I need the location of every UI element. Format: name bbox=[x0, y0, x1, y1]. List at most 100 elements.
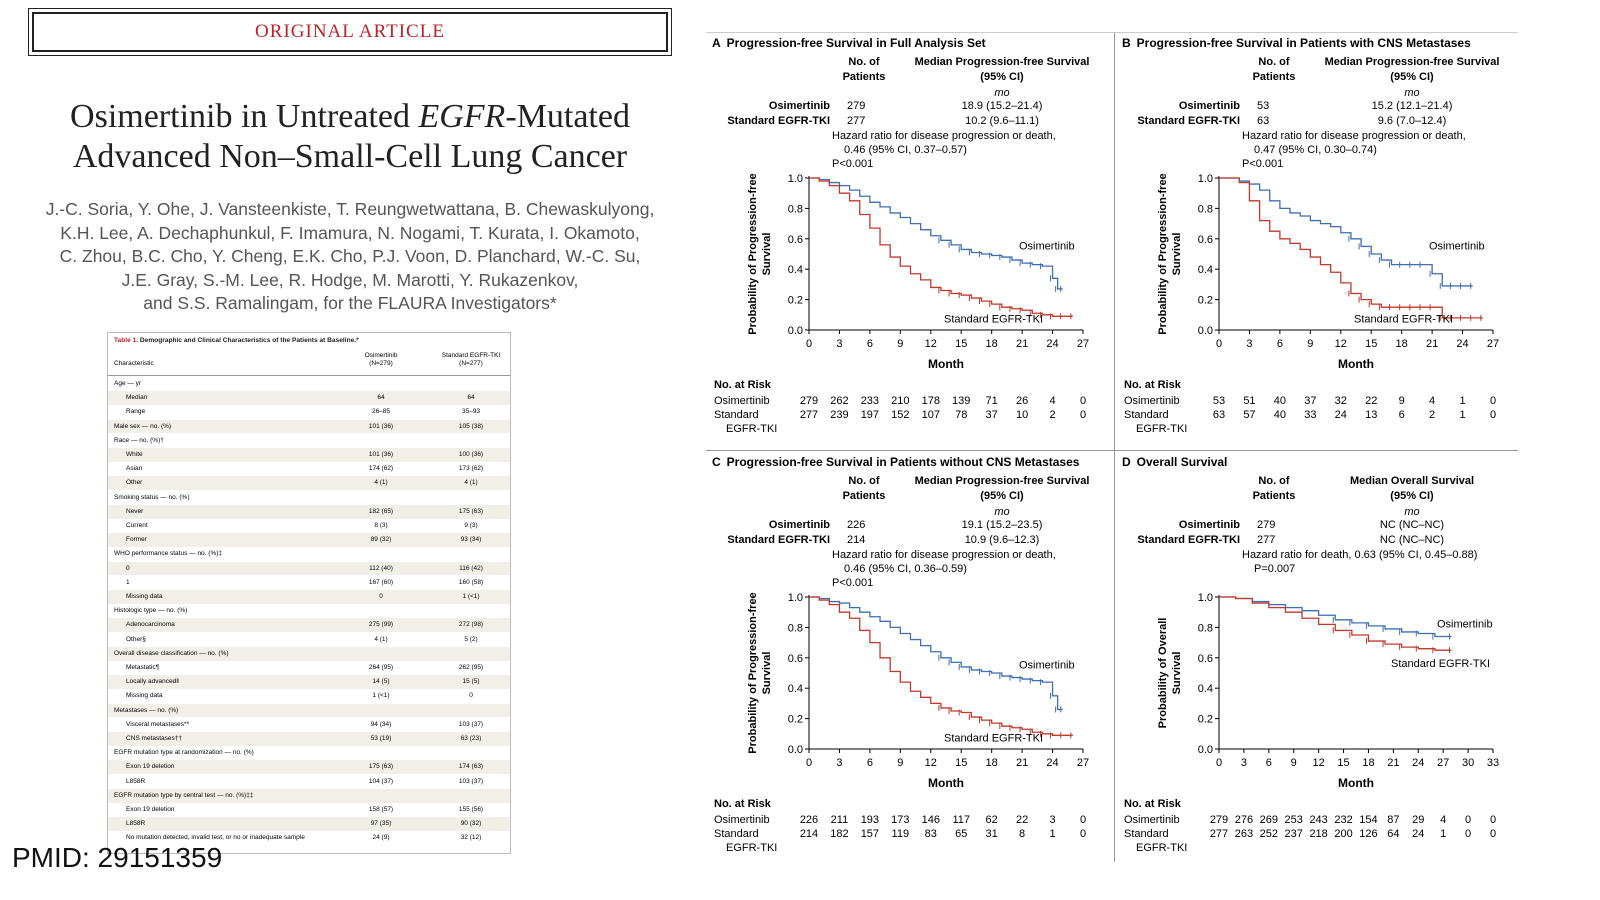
y-tick-label: 0.8 bbox=[1198, 622, 1213, 634]
risk-value: 178 bbox=[921, 395, 940, 407]
risk-value: 0 bbox=[1465, 814, 1472, 826]
table-row: L858R 104 (37) 103 (37) bbox=[108, 775, 510, 789]
panel-letter: B bbox=[1122, 36, 1131, 50]
panel-divider-horizontal bbox=[706, 450, 1518, 451]
table-cell: Asian bbox=[126, 465, 143, 473]
table-cell: 100 (36) bbox=[458, 451, 484, 458]
table-cell: 26–85 bbox=[371, 408, 391, 416]
table-cell: 90 (32) bbox=[460, 820, 482, 828]
risk-value: 40 bbox=[1273, 409, 1286, 421]
group-n: 53 bbox=[1257, 100, 1270, 112]
y-tick-label: 0.8 bbox=[788, 622, 803, 634]
table-row: Never 182 (65) 175 (63) bbox=[108, 504, 510, 519]
x-tick-label: 24 bbox=[1046, 338, 1058, 350]
risk-value: 51 bbox=[1243, 395, 1256, 407]
risk-value: 57 bbox=[1243, 409, 1256, 421]
curve-label-standard: Standard EGFR-TKI bbox=[944, 313, 1043, 325]
table-cell: 0 bbox=[379, 593, 383, 600]
group-n: 279 bbox=[1257, 519, 1276, 531]
table-row: Other 4 (1) 4 (1) bbox=[108, 476, 510, 491]
risk-value: 218 bbox=[1309, 828, 1328, 840]
table-row: Missing data 1 (<1) 0 bbox=[108, 689, 510, 703]
risk-value: 78 bbox=[955, 409, 968, 421]
table-cell: 160 (58) bbox=[458, 578, 484, 586]
table-cell: 264 (95) bbox=[368, 664, 394, 671]
x-tick-label: 21 bbox=[1387, 757, 1399, 769]
group-n: 277 bbox=[1257, 534, 1276, 546]
y-axis-label: Survival bbox=[1171, 652, 1183, 695]
risk-row-label: Standard bbox=[1124, 828, 1169, 840]
x-tick-label: 24 bbox=[1046, 757, 1058, 769]
y-tick-label: 0.2 bbox=[788, 714, 803, 726]
x-tick-label: 30 bbox=[1462, 757, 1474, 769]
panel-title: C Progression-free Survival in Patients w… bbox=[712, 455, 1085, 469]
y-axis-label: Probability of Progression-free bbox=[747, 592, 759, 753]
y-tick-label: 0.0 bbox=[788, 325, 803, 337]
col-patients-header: No. of bbox=[1258, 56, 1290, 68]
col-patients-header: No. of bbox=[848, 56, 880, 68]
title-line-2: Advanced Non–Small-Cell Lung Cancer bbox=[72, 138, 628, 175]
risk-row-label: EGFR-TKI bbox=[1136, 842, 1188, 854]
km-curve-standard-egfr-tki bbox=[1219, 177, 1483, 319]
table-cell: 101 (36) bbox=[368, 422, 394, 430]
table-number: Table 1. bbox=[114, 337, 139, 344]
header-text: Standard EGFR-TKI bbox=[441, 352, 501, 359]
table-cell: 103 (37) bbox=[458, 720, 484, 728]
y-tick-label: 0.2 bbox=[1198, 295, 1213, 307]
group-name: Standard EGFR-TKI bbox=[1137, 115, 1240, 127]
km-plot: 0.0 0.2 0.4 0.6 0.8 1.0 0 3 6 9 12 15 18 21 24 27 Probab… bbox=[1157, 173, 1499, 371]
table-cell: Exon 19 deletion bbox=[126, 763, 175, 771]
table-cell: 175 (63) bbox=[368, 763, 394, 771]
x-tick-label: 6 bbox=[1266, 757, 1272, 769]
table-cell: 64 bbox=[467, 394, 475, 402]
table-header: Characteristic Osimertinib (N=279) Standa… bbox=[108, 347, 510, 376]
risk-row-label: Osimertinib bbox=[714, 814, 770, 826]
table-row: Histologic type — no. (%) bbox=[108, 604, 510, 618]
group-median: 18.9 (15.2–21.4) bbox=[961, 100, 1043, 112]
table-cell: 94 (34) bbox=[370, 720, 392, 728]
risk-value: 232 bbox=[1334, 814, 1353, 826]
risk-value: 4 bbox=[1440, 814, 1447, 826]
risk-value: 37 bbox=[1304, 395, 1317, 407]
group-n: 214 bbox=[847, 534, 866, 546]
table-row: Former 89 (32) 93 (34) bbox=[108, 533, 510, 547]
table-cell: 101 (36) bbox=[368, 451, 394, 458]
x-tick-label: 6 bbox=[867, 338, 873, 350]
risk-value: 107 bbox=[921, 409, 940, 421]
risk-row-label: Standard bbox=[1124, 409, 1169, 421]
risk-value: 152 bbox=[891, 409, 910, 421]
panel-title-text: Progression-free Survival in Patients wi… bbox=[1136, 36, 1471, 50]
x-tick-label: 27 bbox=[1077, 338, 1089, 350]
table-cell: Adenocarcinoma bbox=[126, 621, 175, 629]
table-cell: 272 (98) bbox=[458, 621, 484, 629]
x-axis-label: Month bbox=[1338, 357, 1374, 371]
table-row: EGFR mutation type at randomization — no… bbox=[108, 746, 510, 760]
risk-value: 0 bbox=[1489, 409, 1497, 421]
y-tick-label: 0.0 bbox=[788, 744, 803, 756]
y-axis-label: Probability of Progression-free bbox=[747, 173, 759, 334]
unit-label: mo bbox=[1404, 506, 1420, 518]
panel-divider-top bbox=[706, 32, 1518, 33]
col-median-header: (95% CI) bbox=[1390, 71, 1434, 83]
hazard-ratio-text: P<0.001 bbox=[1242, 158, 1284, 170]
table-cell: No mutation detected, invalid test, or n… bbox=[126, 834, 305, 842]
table-cell: Median bbox=[126, 394, 148, 402]
risk-value: 13 bbox=[1365, 409, 1378, 421]
km-curve-osimertinib bbox=[809, 596, 1063, 711]
x-tick-label: 21 bbox=[1016, 757, 1028, 769]
table-row: No mutation detected, invalid test, or n… bbox=[108, 831, 510, 845]
y-axis-label: Survival bbox=[761, 233, 773, 276]
risk-value: 33 bbox=[1304, 409, 1317, 421]
risk-value: 279 bbox=[799, 395, 819, 407]
risk-value: 0 bbox=[1489, 395, 1497, 407]
panel-title-text: Progression-free Survival in Patients wi… bbox=[726, 455, 1080, 469]
header-standard: Standard EGFR-TKI (N=277) bbox=[438, 352, 504, 368]
table-row: Current 8 (3) 9 (3) bbox=[108, 519, 510, 533]
unit-label: mo bbox=[994, 87, 1010, 99]
hazard-ratio-text: Hazard ratio for disease progression or … bbox=[832, 549, 1056, 561]
table-cell: Age — yr bbox=[114, 380, 142, 387]
curve-label-osimertinib: Osimertinib bbox=[1019, 240, 1075, 252]
risk-value: 211 bbox=[830, 814, 849, 826]
group-name: Osimertinib bbox=[1178, 519, 1240, 531]
table-cell: Former bbox=[126, 536, 147, 544]
